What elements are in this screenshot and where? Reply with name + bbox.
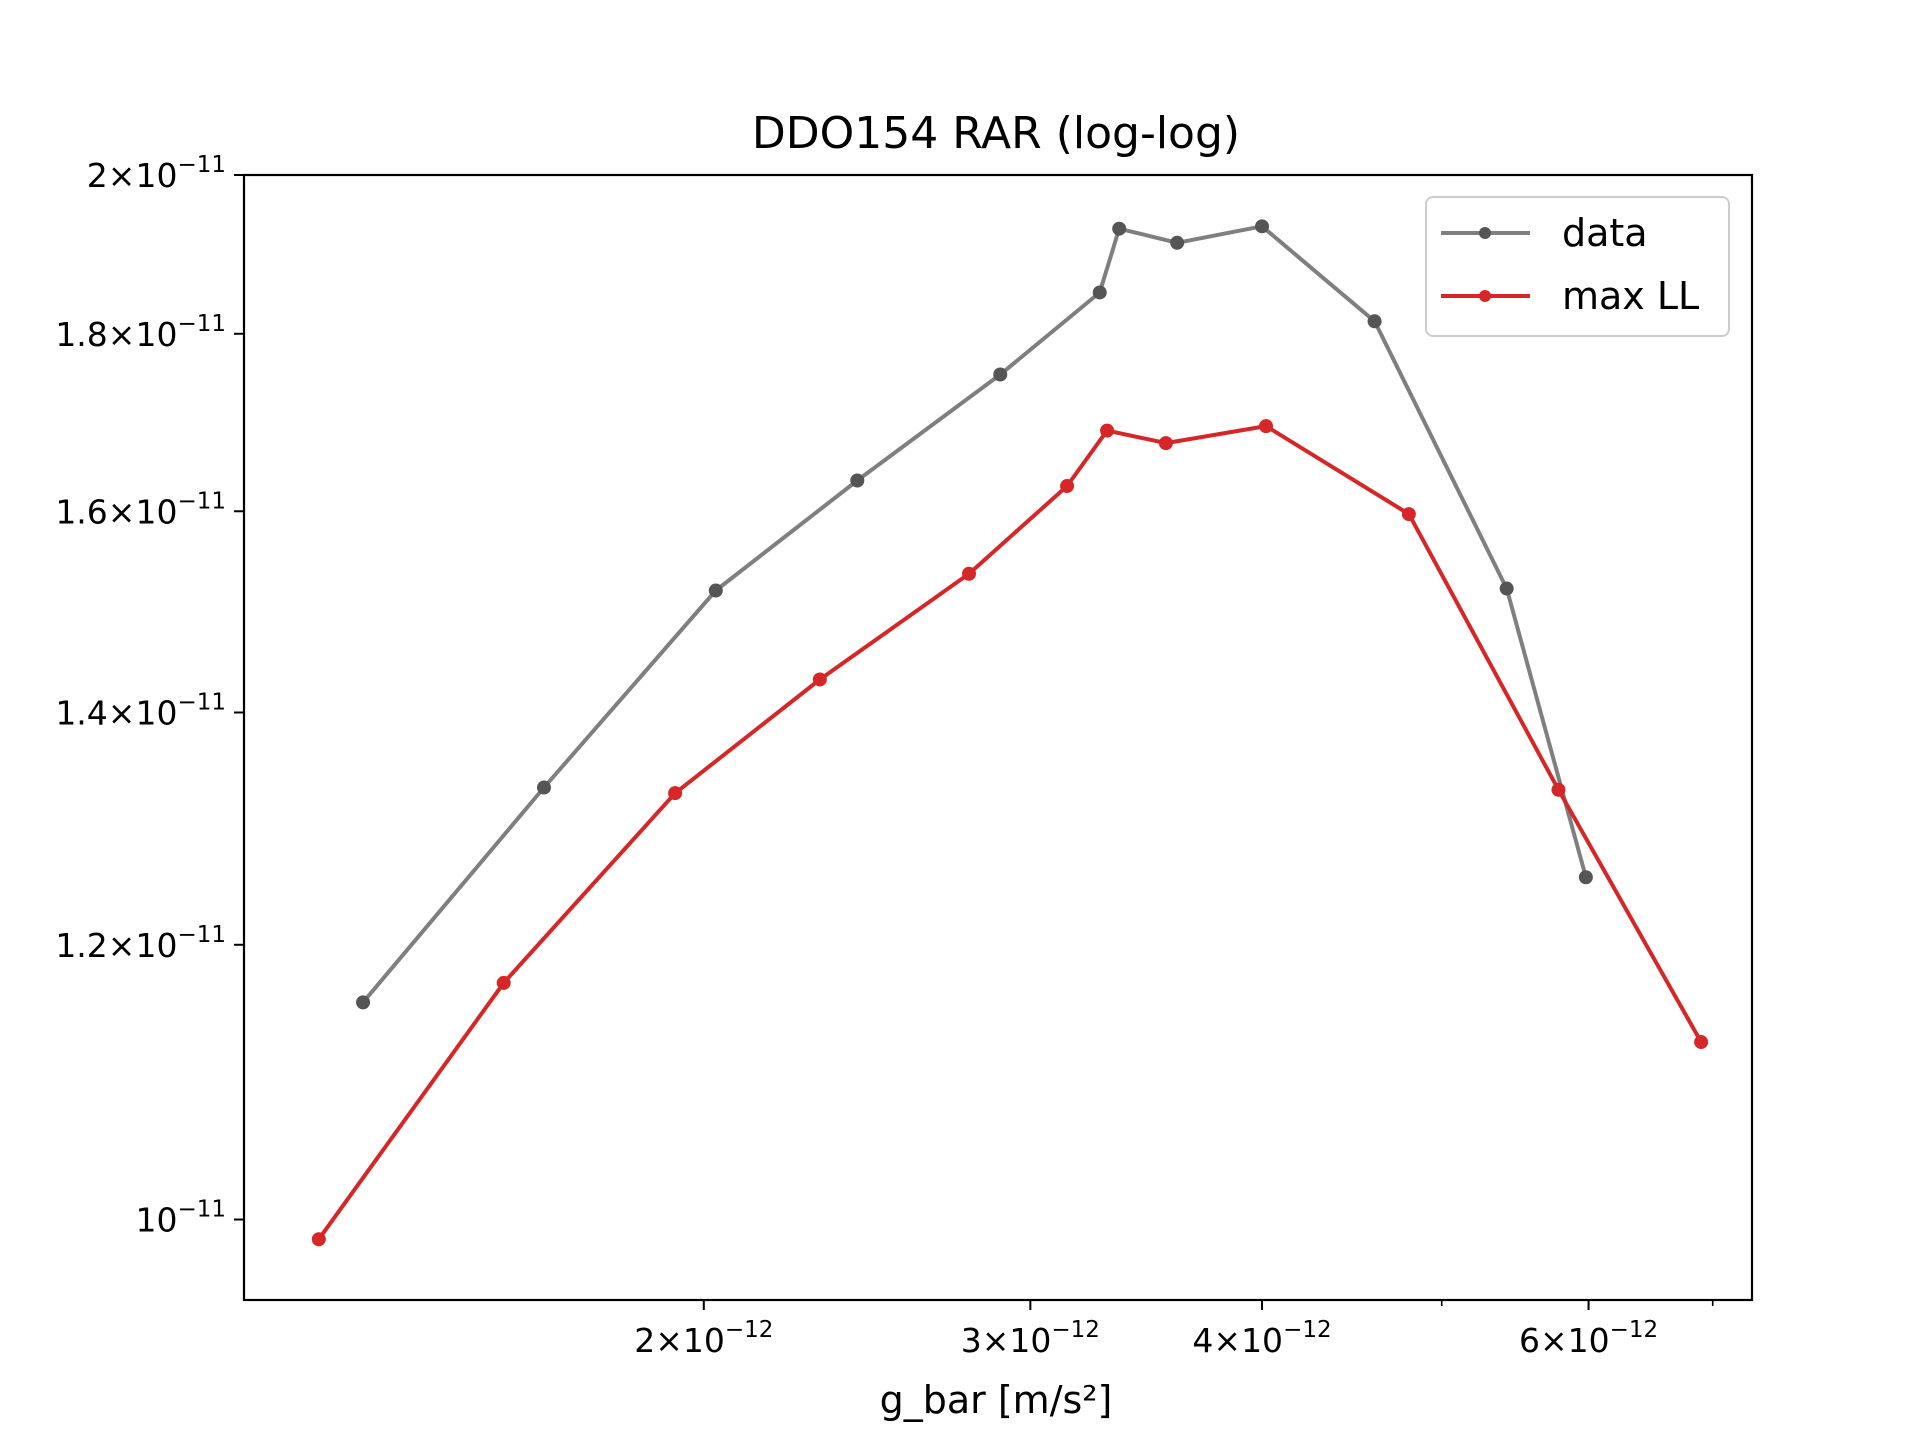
series-point-data	[356, 995, 371, 1010]
series-point-data	[1578, 870, 1593, 885]
y-tick-label-base: 10	[135, 1201, 177, 1240]
y-tick-label: 1.2×10−11	[55, 922, 226, 965]
y-tick-label-exponent: −11	[177, 922, 226, 948]
x-tick-label-times: ×	[1213, 1321, 1241, 1360]
chart-title: DDO154 RAR (log-log)	[752, 108, 1240, 159]
x-tick-label: 6×10−12	[1519, 1317, 1658, 1360]
y-tick-label-base: 10	[135, 693, 177, 732]
y-tick-label-base: 10	[135, 926, 177, 965]
series-line-max-ll	[317, 424, 1703, 1241]
y-tick-label-mantissa: 1.2	[55, 926, 107, 965]
x-tick-label-base: 10	[1009, 1321, 1051, 1360]
x-tick-label: 4×10−12	[1192, 1317, 1331, 1360]
series-point-max-ll	[1100, 423, 1115, 438]
series-point-max-ll	[1158, 436, 1173, 451]
y-tick-label-exponent: −11	[177, 1197, 226, 1223]
series-point-data	[850, 473, 865, 488]
legend-marker-data	[1479, 227, 1491, 239]
y-tick-label-base: 10	[135, 156, 177, 195]
series-point-data	[1112, 221, 1127, 236]
y-tick-label-exponent: −11	[177, 689, 226, 715]
series-layer	[311, 219, 1709, 1247]
y-tick-label-times: ×	[108, 492, 136, 531]
x-tick-label-times: ×	[655, 1321, 683, 1360]
series-point-max-ll	[812, 672, 827, 687]
series-point-max-ll	[668, 786, 683, 801]
y-tick-label-times: ×	[108, 156, 136, 195]
x-axis: 2×10−12 3×10−12 4×10−12 6×10−12	[634, 1300, 1714, 1360]
y-tick-label-mantissa: 1.8	[55, 315, 107, 354]
x-tick-label-times: ×	[982, 1321, 1010, 1360]
x-tick-label-exponent: −12	[1610, 1317, 1659, 1343]
series-point-data	[1367, 314, 1382, 329]
y-tick-label-times: ×	[108, 926, 136, 965]
y-tick-label-mantissa: 1.4	[55, 693, 107, 732]
series-point-max-ll	[1551, 782, 1566, 797]
series-point-data	[1499, 581, 1514, 596]
x-tick-label-exponent: −12	[1051, 1317, 1100, 1343]
series-point-data	[708, 583, 723, 598]
plot-frame	[242, 173, 1754, 1302]
series-point-data	[1170, 235, 1185, 250]
y-tick-label: 1.6×10−11	[55, 488, 226, 531]
x-tick-label-mantissa: 2	[634, 1321, 655, 1360]
x-tick-label-exponent: −12	[725, 1317, 774, 1343]
y-tick-label: 10−11	[135, 1197, 226, 1240]
legend-marker-max-ll	[1479, 290, 1491, 302]
y-tick-label: 1.8×10−11	[55, 311, 226, 354]
series-point-data	[1255, 219, 1270, 234]
x-tick-label-base: 10	[1568, 1321, 1610, 1360]
x-axis-label: g_bar [m/s²]	[880, 1378, 1113, 1422]
y-tick-label-base: 10	[135, 315, 177, 354]
series-point-data	[536, 780, 551, 795]
x-tick-label-base: 10	[1241, 1321, 1283, 1360]
series-point-max-ll	[1694, 1035, 1709, 1050]
y-tick-label-exponent: −11	[177, 311, 226, 337]
series-point-max-ll	[962, 566, 977, 581]
series-point-max-ll	[1259, 419, 1274, 434]
legend-label-max-ll: max LL	[1562, 274, 1699, 318]
legend-label-data: data	[1562, 211, 1648, 255]
series-point-max-ll	[1401, 507, 1416, 522]
y-tick-label: 2×10−11	[87, 152, 226, 195]
x-tick-label: 3×10−12	[961, 1317, 1100, 1360]
x-tick-label-mantissa: 6	[1519, 1321, 1540, 1360]
series-line-data	[361, 224, 1588, 1004]
x-tick-label: 2×10−12	[634, 1317, 773, 1360]
y-tick-label-mantissa: 2	[87, 156, 108, 195]
x-tick-label-base: 10	[683, 1321, 725, 1360]
x-tick-label-mantissa: 4	[1192, 1321, 1213, 1360]
series-point-data	[1092, 285, 1107, 300]
series-point-max-ll	[1060, 479, 1075, 494]
y-tick-label-times: ×	[108, 315, 136, 354]
x-tick-label-exponent: −12	[1283, 1317, 1332, 1343]
y-axis: 10−111.2×10−111.4×10−111.6×10−111.8×10−1…	[55, 152, 244, 1240]
series-point-max-ll	[311, 1232, 326, 1247]
y-tick-label-exponent: −11	[177, 152, 226, 178]
y-tick-label-exponent: −11	[177, 488, 226, 514]
y-tick-label: 1.4×10−11	[55, 689, 226, 732]
x-tick-label-times: ×	[1540, 1321, 1568, 1360]
legend: data max LL	[1425, 196, 1730, 337]
y-tick-label-base: 10	[135, 492, 177, 531]
series-point-data	[993, 367, 1008, 382]
series-point-max-ll	[496, 975, 511, 990]
y-tick-label-mantissa: 1.6	[55, 492, 107, 531]
y-tick-label-times: ×	[108, 693, 136, 732]
x-tick-label-mantissa: 3	[961, 1321, 982, 1360]
